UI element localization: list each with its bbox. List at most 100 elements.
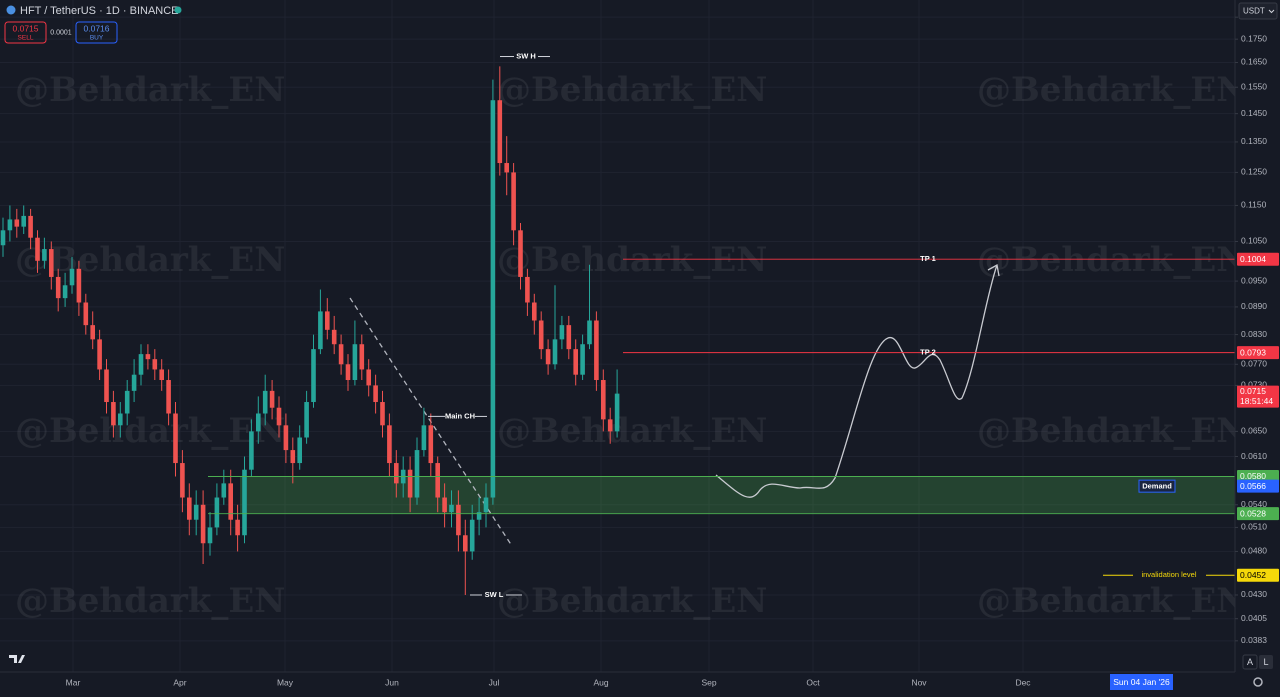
y-tick-label: 0.0430 [1241, 589, 1267, 599]
price-label: 0.0793 [1240, 347, 1266, 357]
log-button-label: L [1263, 657, 1268, 667]
candle-body [69, 268, 75, 286]
candle-body [449, 504, 454, 513]
candle-body [435, 463, 440, 498]
x-tick-label: Nov [911, 677, 927, 687]
candle-body [297, 437, 302, 464]
candle-body [525, 276, 530, 303]
y-tick-label: 0.0540 [1241, 499, 1267, 509]
candle-body [559, 325, 565, 340]
auto-button[interactable] [1242, 654, 1258, 670]
y-tick-label: 0.1150 [1241, 200, 1267, 210]
candle-body [42, 249, 47, 261]
candle-body [152, 359, 158, 370]
price-label: 0.1004 [1240, 254, 1266, 264]
demand-zone [240, 476, 1235, 514]
y-tick-label: 0.1550 [1241, 81, 1267, 91]
candle-body [21, 215, 26, 227]
sell-button[interactable] [4, 21, 47, 44]
spread: 0.0001 [50, 29, 72, 36]
currency-dropdown[interactable] [1238, 2, 1278, 20]
candle-body [138, 354, 144, 375]
watermark: @Behdark_EN [15, 411, 285, 451]
price-label: 0.0566 [1240, 481, 1266, 491]
sell-price: 0.0715 [13, 23, 39, 33]
watermark: @Behdark_EN [15, 581, 285, 621]
candle-body [0, 230, 6, 246]
x-tick-label: Oct [806, 677, 820, 687]
x-tick-label: Aug [593, 677, 608, 687]
level-name-box [1138, 479, 1176, 493]
candle-body [311, 349, 316, 403]
candle-body [97, 339, 102, 370]
candle-body [407, 469, 413, 498]
watermarks: @Behdark_EN @Behdark_EN @Behdark_EN @Behdar… [15, 70, 1247, 621]
price-label: 0.0452 [1240, 570, 1266, 580]
price-label: 0.0580 [1240, 471, 1266, 481]
candle-body [193, 504, 199, 520]
candle-body [490, 100, 496, 498]
candle-body [463, 535, 468, 552]
candle-body [552, 339, 558, 365]
y-tick-label: 0.0480 [1241, 546, 1267, 556]
candle-body [456, 504, 461, 536]
x-ticks: Mar Apr May Jun Jul Aug Sep Oct Nov Dec [66, 677, 1032, 687]
candle-body [532, 302, 537, 321]
candle-body [242, 469, 247, 536]
candle-body [304, 402, 309, 438]
candle-body [545, 349, 551, 365]
marker-label: SW H [516, 52, 536, 61]
candle-body [338, 344, 344, 365]
watermark: @Behdark_EN [977, 240, 1247, 280]
candle-body [276, 407, 282, 426]
candle-body [145, 354, 151, 360]
time-axis [0, 672, 1235, 697]
y-tick-label: 0.0770 [1241, 359, 1267, 369]
candle-body [442, 497, 447, 513]
watermark: @Behdark_EN [497, 581, 767, 621]
candle-body [511, 172, 516, 231]
tv-logo [9, 655, 25, 663]
candle-body [124, 390, 130, 414]
candle-body [476, 512, 482, 520]
candle-body [394, 463, 399, 484]
y-tick-label: 0.1250 [1241, 167, 1267, 177]
log-button[interactable] [1259, 655, 1273, 669]
symbol-title: HFT / TetherUS · 1D · BINANCE [20, 5, 179, 17]
price-label-box [1237, 346, 1279, 360]
buy-price: 0.0716 [84, 23, 110, 33]
levels: TP 1 TP 2 Demand invalidation level [208, 254, 1235, 579]
price-label: 0.0528 [1240, 508, 1266, 518]
candle-body [325, 311, 330, 330]
y-tick-label: 0.0510 [1241, 522, 1267, 532]
status-dot [174, 6, 182, 14]
candles [0, 66, 620, 595]
buy-button[interactable] [75, 21, 118, 44]
candle-body [187, 497, 192, 520]
x-tick-label: Apr [173, 677, 186, 687]
candle-body [7, 219, 13, 231]
y-tick-label: 0.1650 [1241, 57, 1267, 67]
candle-body [104, 369, 109, 403]
sell-label: SELL [18, 35, 34, 42]
candle-body [483, 497, 489, 513]
candle-body [55, 276, 61, 299]
candle-body [573, 349, 578, 375]
candle-body [352, 344, 358, 381]
settings-icon[interactable] [1253, 677, 1263, 687]
y-tick-label: 0.0730 [1241, 380, 1267, 390]
candle-body [83, 302, 89, 326]
level-name: TP 2 [920, 348, 936, 357]
watermark: @Behdark_EN [15, 70, 285, 110]
last-price-box [1237, 385, 1279, 408]
candle-body [373, 385, 378, 403]
y-tick-label: 0.1750 [1241, 33, 1267, 43]
candle-body [35, 237, 40, 261]
y-tick-label: 0.0650 [1241, 426, 1267, 436]
candle-body [518, 230, 523, 277]
x-tick-label: Sep [701, 677, 716, 687]
candle-body [366, 369, 371, 386]
projection-path [715, 263, 1000, 498]
